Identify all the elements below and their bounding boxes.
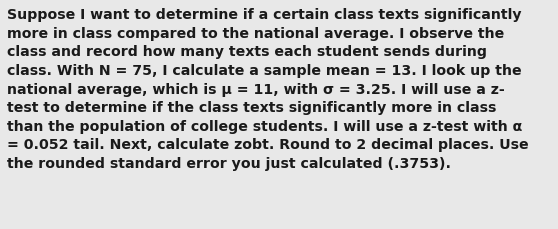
- Text: Suppose I want to determine if a certain class texts significantly
more in class: Suppose I want to determine if a certain…: [7, 8, 528, 170]
